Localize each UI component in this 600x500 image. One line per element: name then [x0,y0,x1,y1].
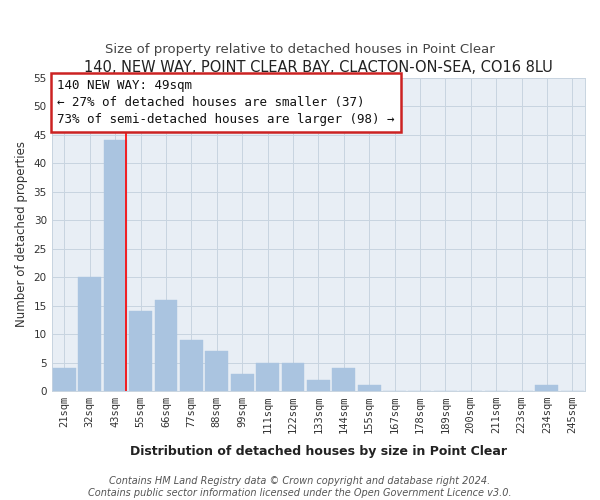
Bar [281,362,304,391]
Bar [256,362,279,391]
Bar [535,386,559,391]
X-axis label: Distribution of detached houses by size in Point Clear: Distribution of detached houses by size … [130,444,507,458]
Text: Size of property relative to detached houses in Point Clear: Size of property relative to detached ho… [105,42,495,56]
Bar [205,351,228,391]
Bar [231,374,254,391]
Text: Contains HM Land Registry data © Crown copyright and database right 2024.
Contai: Contains HM Land Registry data © Crown c… [88,476,512,498]
Bar [129,311,152,391]
Bar [155,300,178,391]
Bar [104,140,127,391]
Bar [180,340,203,391]
Text: 140 NEW WAY: 49sqm
← 27% of detached houses are smaller (37)
73% of semi-detache: 140 NEW WAY: 49sqm ← 27% of detached hou… [57,79,395,126]
Title: 140, NEW WAY, POINT CLEAR BAY, CLACTON-ON-SEA, CO16 8LU: 140, NEW WAY, POINT CLEAR BAY, CLACTON-O… [84,60,553,75]
Bar [79,277,101,391]
Bar [358,386,380,391]
Bar [307,380,330,391]
Y-axis label: Number of detached properties: Number of detached properties [15,142,28,328]
Bar [53,368,76,391]
Bar [332,368,355,391]
